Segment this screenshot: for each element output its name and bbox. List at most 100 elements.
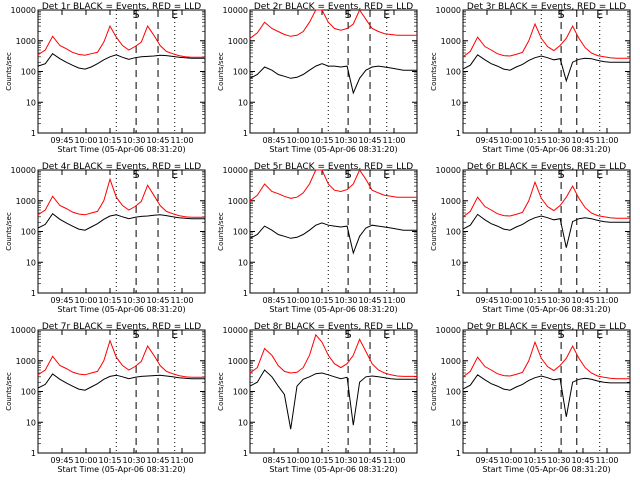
series-events-line: [462, 213, 630, 248]
marker-label: S: [133, 168, 140, 181]
x-tick-label: 10:00: [499, 456, 522, 465]
plot-frame: [462, 169, 631, 294]
x-tick-label: 10:15: [98, 296, 121, 305]
x-tick-label: 11:00: [382, 136, 405, 145]
y-tick-label: 1000: [228, 37, 248, 46]
x-axis-label: Start Time (05-Apr-06 08:31:20): [57, 465, 185, 474]
x-tick-label: 10:15: [523, 456, 546, 465]
series-lld-line: [37, 24, 205, 58]
x-tick-label: 10:45: [146, 456, 169, 465]
y-tick-label: 1000: [441, 37, 461, 46]
x-tick-label: 10:00: [74, 296, 97, 305]
y-tick-label: 10: [26, 98, 36, 107]
y-tick-label: 1: [31, 289, 36, 298]
x-tick-label: 09:45: [475, 136, 498, 145]
y-tick-label: 100: [21, 228, 36, 237]
chart-panel: Det 6r BLACK = Events, RED = LLD 1 10 100 10…: [430, 162, 631, 314]
y-tick-label: 10000: [11, 326, 36, 335]
y-tick-label: 10000: [11, 6, 36, 15]
series-events-line: [249, 222, 417, 255]
series-events-line: [37, 212, 205, 231]
plot-frame: [37, 169, 206, 294]
chart-panel: Det 9r BLACK = Events, RED = LLD 1 10 100 10…: [430, 322, 631, 474]
marker-label: S: [345, 8, 352, 21]
y-tick-label: 100: [21, 68, 36, 77]
plot-frame: [462, 329, 631, 454]
x-tick-label: 10:45: [358, 456, 381, 465]
y-tick-label: 1000: [441, 197, 461, 206]
series-events-line: [462, 374, 630, 417]
x-tick-label: 10:00: [74, 136, 97, 145]
x-tick-label: 09:45: [475, 456, 498, 465]
y-tick-label: 100: [233, 388, 248, 397]
y-axis-label: Counts/sec: [5, 52, 13, 91]
chart-panel: Det 2r BLACK = Events, RED = LLD 1 10 100 10…: [217, 2, 418, 154]
marker-label: S: [345, 328, 352, 341]
x-tick-label: 11:00: [382, 456, 405, 465]
chart-title: Det 4r BLACK = Events, RED = LLD: [42, 162, 201, 172]
y-axis-label: Counts/sec: [217, 52, 225, 91]
y-tick-label: 100: [233, 68, 248, 77]
y-tick-label: 10: [238, 258, 248, 267]
marker-label: E: [171, 8, 178, 21]
y-tick-label: 10000: [436, 326, 461, 335]
x-tick-label: 10:30: [122, 136, 145, 145]
chart-title: Det 7r BLACK = Events, RED = LLD: [42, 322, 201, 332]
x-tick-label: 11:00: [170, 456, 193, 465]
chart-panel: Det 7r BLACK = Events, RED = LLD 1 10 100 10…: [5, 322, 206, 474]
y-tick-label: 1000: [228, 357, 248, 366]
plot-frame: [462, 9, 631, 134]
marker-label: E: [171, 168, 178, 181]
series-lld-line: [462, 180, 630, 219]
y-tick-label: 100: [446, 68, 461, 77]
chart-title: Det 8r BLACK = Events, RED = LLD: [254, 322, 413, 332]
marker-label: S: [345, 168, 352, 181]
x-tick-label: 10:45: [571, 136, 594, 145]
series-lld-line: [462, 340, 630, 380]
y-tick-label: 1000: [441, 357, 461, 366]
y-tick-label: 10000: [223, 166, 248, 175]
chart-title: Det 5r BLACK = Events, RED = LLD: [254, 162, 413, 172]
marker-label: S: [133, 8, 140, 21]
marker-label: S: [558, 328, 565, 341]
x-tick-label: 10:30: [334, 296, 357, 305]
y-tick-label: 1: [456, 289, 461, 298]
x-tick-label: 11:00: [595, 296, 618, 305]
chart-panel: Det 1r BLACK = Events, RED = LLD 1 10 100 10…: [5, 2, 206, 154]
chart-title: Det 9r BLACK = Events, RED = LLD: [467, 322, 626, 332]
x-tick-label: 10:00: [499, 136, 522, 145]
y-tick-label: 100: [21, 388, 36, 397]
x-axis-label: Start Time (05-Apr-06 08:31:20): [482, 145, 610, 154]
y-tick-label: 1000: [16, 37, 36, 46]
y-tick-label: 100: [446, 228, 461, 237]
x-tick-label: 10:45: [358, 296, 381, 305]
marker-label: E: [596, 328, 603, 341]
y-tick-label: 10: [451, 98, 461, 107]
x-tick-label: 10:30: [334, 136, 357, 145]
x-tick-label: 11:00: [170, 296, 193, 305]
chart-panel: Det 3r BLACK = Events, RED = LLD 1 10 100 10…: [430, 2, 631, 154]
y-tick-label: 10: [238, 98, 248, 107]
series-lld-line: [249, 333, 417, 377]
y-axis-label: Counts/sec: [5, 212, 13, 251]
x-axis-label: Start Time (05-Apr-06 08:31:20): [269, 305, 397, 314]
y-tick-label: 100: [233, 228, 248, 237]
x-tick-label: 11:00: [170, 136, 193, 145]
marker-label: S: [133, 328, 140, 341]
y-tick-label: 10: [451, 258, 461, 267]
series-lld-line: [249, 168, 417, 202]
x-tick-label: 10:15: [98, 136, 121, 145]
series-events-line: [37, 53, 205, 70]
x-tick-label: 11:00: [595, 136, 618, 145]
x-tick-label: 10:00: [74, 456, 97, 465]
y-axis-label: Counts/sec: [5, 372, 13, 411]
chart-title: Det 6r BLACK = Events, RED = LLD: [467, 162, 626, 172]
x-tick-label: 10:45: [146, 136, 169, 145]
x-tick-label: 10:45: [146, 296, 169, 305]
plot-frame: [249, 9, 418, 134]
plot-frame: [37, 329, 206, 454]
y-tick-label: 10: [238, 418, 248, 427]
x-axis-label: Start Time (05-Apr-06 08:31:20): [57, 305, 185, 314]
chart-panel: Det 5r BLACK = Events, RED = LLD 1 10 100 10…: [217, 162, 418, 314]
x-tick-label: 10:30: [334, 456, 357, 465]
